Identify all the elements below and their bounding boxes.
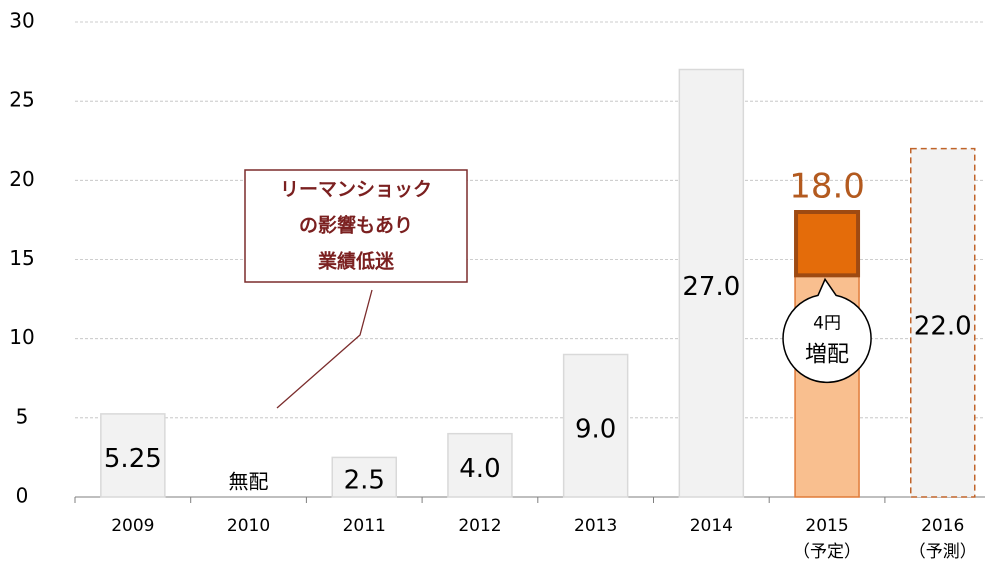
x-tick-note: （予測） [909,542,977,562]
annotation-line: リーマンショック [280,179,432,201]
value-label: 27.0 [682,272,740,302]
callout-label: 4円 [813,313,841,333]
y-tick-label: 5 [16,404,29,428]
value-label: 9.0 [575,414,616,444]
y-tick-label: 30 [9,9,34,33]
x-tick-label: 2009 [111,516,154,536]
x-tick-label: 2016 [921,516,964,536]
x-tick-label: 2012 [458,516,501,536]
value-label: 5.25 [104,444,162,474]
bar [562,353,629,498]
y-tick-label: 0 [16,484,29,508]
x-tick-label: 2011 [343,516,386,536]
y-tick-label: 15 [9,246,34,270]
x-tick-label: 2013 [574,516,617,536]
x-tick-label: 2014 [690,516,733,536]
value-label: 22.0 [914,311,972,341]
y-tick-label: 20 [9,167,34,191]
value-label: 2.5 [344,466,385,496]
y-tick-label: 10 [9,325,34,349]
callout-note: 増配 [805,342,849,367]
x-tick-label: 2010 [227,516,270,536]
x-tick-label: 2015 [805,516,848,536]
annotation-leader [276,289,373,409]
y-tick-label: 25 [9,88,34,112]
value-label: 4.0 [459,454,500,484]
bar [910,147,976,498]
annotation-box [244,169,468,283]
plot: 0 5 10 15 20 25 30 2009 5.25 2010 無配 2011 2.5 2012 4.0… [9,9,985,562]
callout-bubble [782,277,872,384]
annotation-line: の影響もあり [299,214,413,237]
bar [447,432,513,498]
bar [678,68,745,498]
bar [100,413,166,498]
annotation-line: 業績低迷 [317,250,395,273]
increase-segment [794,210,861,278]
bar [331,456,397,498]
value-label: 無配 [229,470,269,494]
value-label: 18.0 [789,167,865,207]
x-tick-note: （予定） [793,542,861,562]
